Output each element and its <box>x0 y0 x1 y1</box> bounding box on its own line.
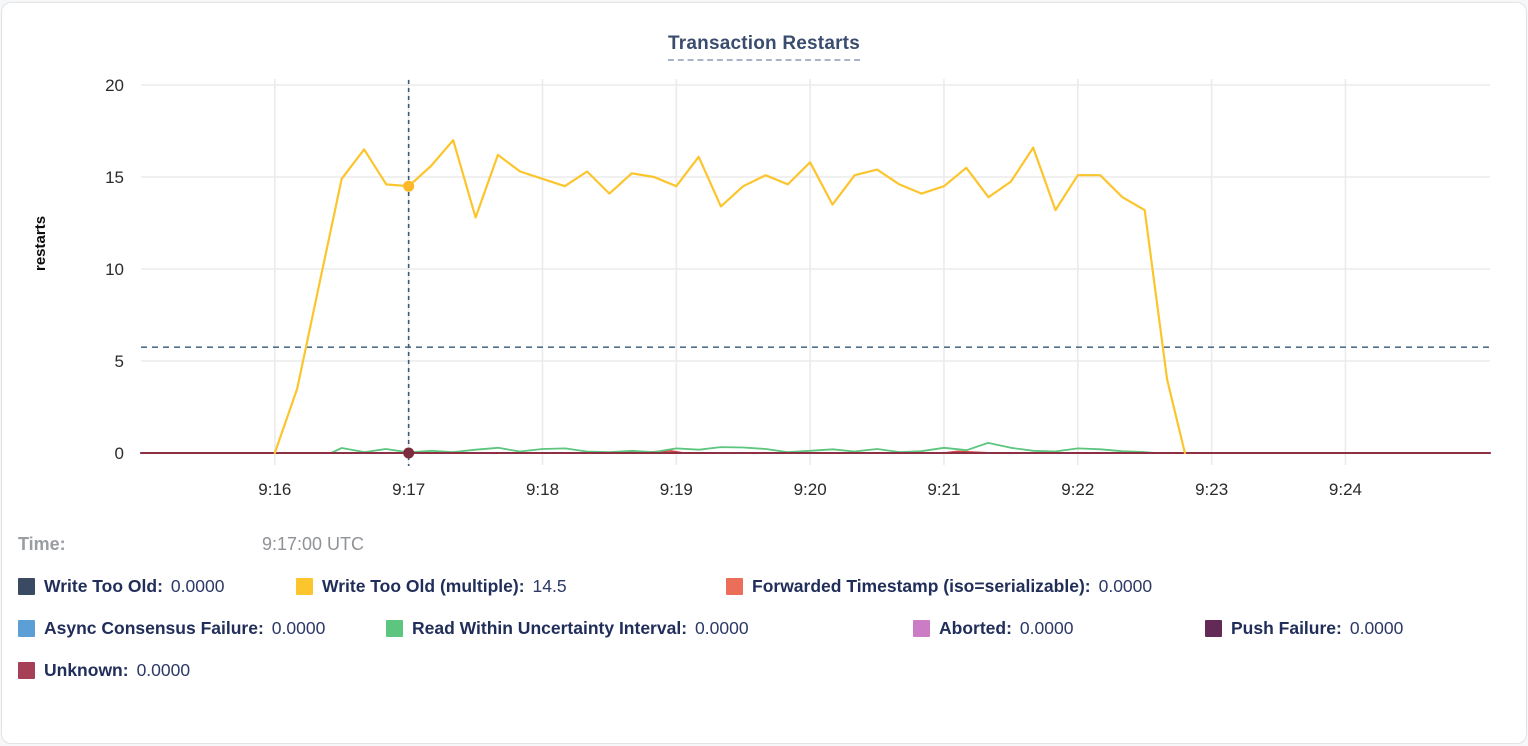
legend-label: Forwarded Timestamp (iso=serializable): <box>752 576 1091 596</box>
legend-row-1: Write Too Old: 0.0000 Write Too Old (multi… <box>18 576 1526 597</box>
legend-value: 0.0000 <box>695 618 749 638</box>
legend-color-swatch <box>1205 620 1222 637</box>
x-tick-label: 9:20 <box>794 480 827 499</box>
time-value: 9:17:00 UTC <box>262 534 365 554</box>
chart-title-wrap: Transaction Restarts <box>2 33 1526 61</box>
x-tick-label: 9:16 <box>258 480 291 499</box>
legend-color-swatch <box>296 578 313 595</box>
legend-color-swatch <box>726 578 743 595</box>
legend-item[interactable]: Push Failure: 0.0000 <box>1205 618 1403 639</box>
hover-point-unknown <box>403 447 415 459</box>
transaction-restarts-chart[interactable]: 0 5 10 15 20 9:16 9:17 9:18 9:19 9:20 9:21 9:22 9:23… <box>2 3 1526 508</box>
legend-item[interactable]: Forwarded Timestamp (iso=serializable): 0… <box>726 576 1152 597</box>
legend-color-swatch <box>18 578 35 595</box>
legend-item[interactable]: Unknown: 0.0000 <box>18 660 190 681</box>
legend-color-swatch <box>913 620 930 637</box>
legend-item[interactable]: Write Too Old: 0.0000 <box>18 576 296 597</box>
hover-time-row: Time: 9:17:00 UTC <box>18 534 1526 555</box>
y-tick-label: 10 <box>105 260 124 279</box>
time-label: Time: <box>18 534 66 554</box>
x-tick-label: 9:18 <box>526 480 559 499</box>
legend-label: Write Too Old: <box>44 576 163 596</box>
legend-value: 0.0000 <box>1098 576 1153 596</box>
legend-value: 0.0000 <box>136 660 191 680</box>
legend-item[interactable]: Async Consensus Failure: 0.0000 <box>18 618 386 639</box>
legend-row-2: Async Consensus Failure: 0.0000 Read Withi… <box>18 618 1526 639</box>
legend-label: Aborted: <box>939 618 1012 638</box>
legend-label: Unknown: <box>44 660 129 680</box>
legend-value: 0.0000 <box>170 576 225 596</box>
legend-label: Async Consensus Failure: <box>44 618 264 638</box>
series-read-within-uncertainty-interval <box>330 441 1157 454</box>
x-tick-label: 9:17 <box>392 480 425 499</box>
x-tick-label: 9:23 <box>1195 480 1228 499</box>
legend-label: Push Failure: <box>1231 618 1342 638</box>
y-tick-label: 15 <box>105 168 124 187</box>
y-tick-label: 0 <box>115 444 124 463</box>
legend-value: 0.0000 <box>271 618 326 638</box>
hover-point-write-too-old-multiple- <box>403 180 415 192</box>
y-tick-label: 20 <box>105 76 124 95</box>
legend-row-3: Unknown: 0.0000 <box>18 660 1526 681</box>
y-tick-label: 5 <box>115 352 124 371</box>
legend-item[interactable]: Write Too Old (multiple): 14.5 <box>296 576 726 597</box>
legend-value: 14.5 <box>532 576 567 596</box>
legend-item[interactable]: Read Within Uncertainty Interval: 0.0000 <box>386 618 913 639</box>
legend-label: Read Within Uncertainty Interval: <box>412 618 688 638</box>
legend-item[interactable]: Aborted: 0.0000 <box>913 618 1205 639</box>
legend-label: Write Too Old (multiple): <box>322 576 525 596</box>
legend-color-swatch <box>18 620 35 637</box>
legend-color-swatch <box>18 662 35 679</box>
chart-title[interactable]: Transaction Restarts <box>668 33 860 61</box>
legend-color-swatch <box>386 620 403 637</box>
x-tick-label: 9:19 <box>660 480 693 499</box>
series-write-too-old-multiple- <box>273 139 1187 455</box>
x-tick-label: 9:22 <box>1061 480 1094 499</box>
x-tick-label: 9:21 <box>927 480 960 499</box>
legend-value: 0.0000 <box>1349 618 1404 638</box>
x-tick-label: 9:24 <box>1329 480 1362 499</box>
y-axis-label: restarts <box>32 215 49 271</box>
legend-value: 0.0000 <box>1019 618 1074 638</box>
